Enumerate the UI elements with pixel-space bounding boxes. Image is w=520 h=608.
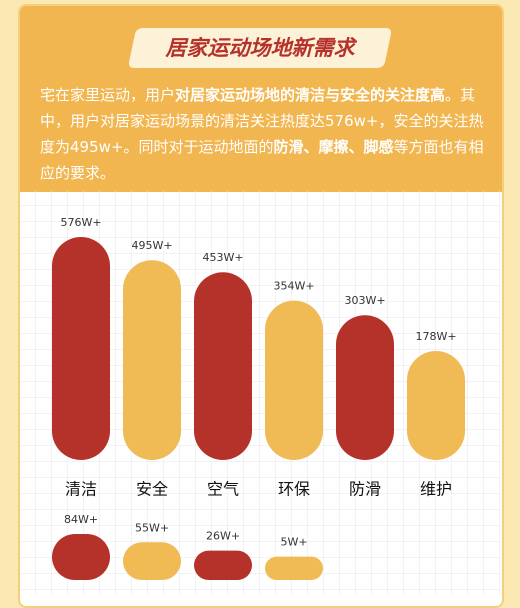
value-label: 495W+ <box>131 239 172 252</box>
title: 居家运动场地新需求 <box>165 36 355 60</box>
bar <box>123 260 181 460</box>
description: 宅在家里运动，用户对居家运动场地的清洁与安全的关注度高。其中，用户对居家运动场景… <box>40 82 488 186</box>
bar <box>265 556 323 580</box>
value-label: 5W+ <box>280 536 307 549</box>
value-label: 354W+ <box>273 280 314 293</box>
bar <box>407 351 465 460</box>
bar <box>52 534 110 580</box>
description-text: 对居家运动场地的清洁与安全的关注度高 <box>175 86 446 104</box>
page: 居家运动场地新需求 宅在家里运动，用户对居家运动场地的清洁与安全的关注度高。其中… <box>18 4 504 608</box>
x-tick-label: 环保 <box>278 480 310 499</box>
x-tick-label: 安全 <box>136 480 168 499</box>
header: 居家运动场地新需求 宅在家里运动，用户对居家运动场地的清洁与安全的关注度高。其中… <box>20 6 502 192</box>
bar <box>52 237 110 460</box>
x-tick-label: 清洁 <box>65 480 97 499</box>
bar <box>336 315 394 460</box>
value-label: 178W+ <box>415 330 456 343</box>
x-tick-label: 防滑 <box>349 480 381 499</box>
value-label: 55W+ <box>135 521 169 534</box>
description-text: 宅在家里运动，用户 <box>40 86 176 104</box>
bar <box>265 300 323 460</box>
bar <box>123 542 181 580</box>
x-tick-label: 维护 <box>420 480 452 499</box>
bar <box>194 550 252 580</box>
chart: 576W+ 清洁 495W+ 安全 453W+ 空气 354W+ 环保 303W+ 防滑 178W+… <box>20 190 500 595</box>
value-label: 576W+ <box>60 216 101 229</box>
x-tick-label: 空气 <box>207 480 239 499</box>
description-text: 防滑、摩擦、脚感 <box>273 138 394 156</box>
value-label: 84W+ <box>64 513 98 526</box>
value-label: 303W+ <box>344 294 385 307</box>
value-label: 453W+ <box>202 251 243 264</box>
description-text: 。其中，用户对居家运动场景的清洁关注热度达576w+，安全的关注热度为495w+… <box>40 86 484 156</box>
value-label: 26W+ <box>206 530 240 543</box>
description-text: 等方面也有相应的要求。 <box>40 138 484 182</box>
bar <box>194 272 252 460</box>
